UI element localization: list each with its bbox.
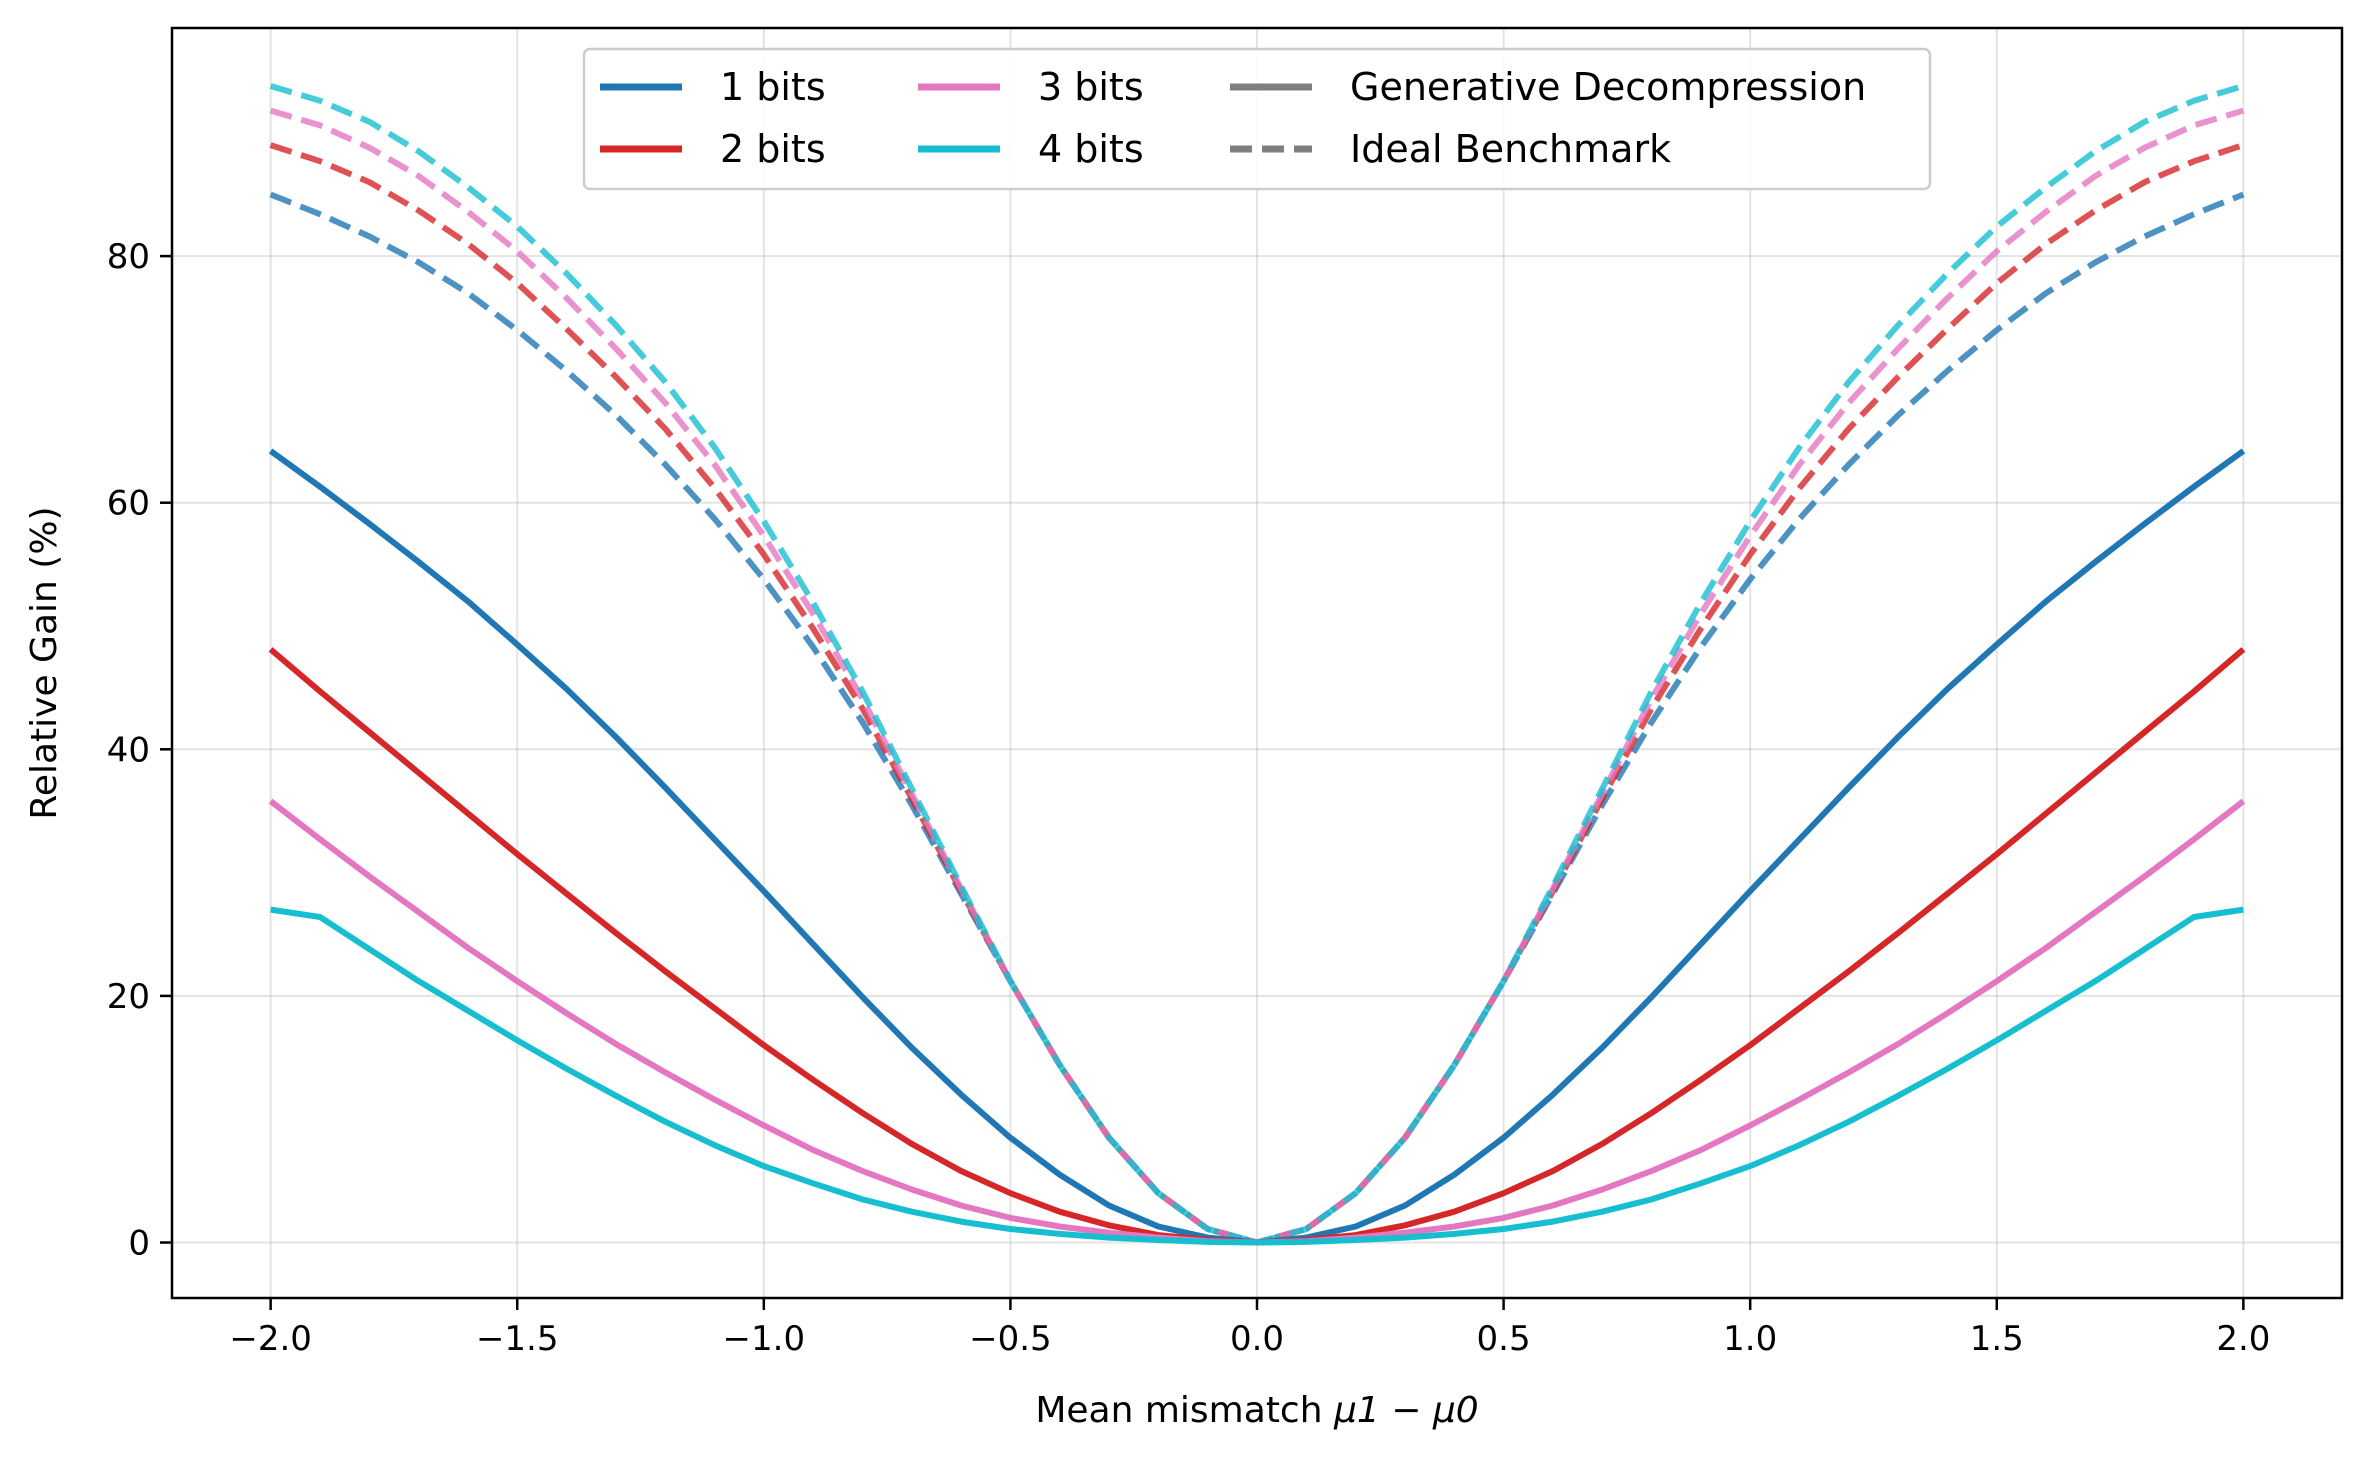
legend-label: 3 bits (1038, 65, 1144, 109)
x-tick-label: −1.5 (476, 1319, 559, 1359)
legend-label: Generative Decompression (1350, 65, 1866, 109)
y-tick-label: 20 (107, 977, 150, 1017)
x-axis-label: Mean mismatch μ1 − μ0 (1035, 1390, 1478, 1431)
x-tick-label: 0.0 (1230, 1319, 1284, 1359)
x-tick-label: 2.0 (2216, 1319, 2270, 1359)
x-tick-label: −0.5 (969, 1319, 1052, 1359)
x-tick-label: −1.0 (723, 1319, 806, 1359)
legend-label: 2 bits (720, 127, 826, 171)
plot-area (268, 83, 2246, 1246)
x-tick-label: −2.0 (229, 1319, 312, 1359)
y-tick-label: 80 (107, 237, 150, 277)
legend-label: 1 bits (720, 65, 826, 109)
series-line-4-bits-dashed (269, 83, 2245, 1246)
axis-ticks: −2.0 −1.5 −1.0 −0.5 0.0 0.5 1.0 1.5 2.0 0 20 40 60 80 (107, 237, 2271, 1359)
legend-label: Ideal Benchmark (1350, 127, 1671, 171)
y-axis-label: Relative Gain (%) (24, 506, 65, 819)
y-tick-label: 0 (128, 1224, 150, 1264)
x-tick-label: 0.5 (1477, 1319, 1531, 1359)
x-tick-label: 1.5 (1970, 1319, 2024, 1359)
legend: 1 bits 2 bits 3 bits 4 bits Generative Decom… (582, 47, 1932, 191)
y-tick-label: 60 (107, 484, 150, 524)
y-tick-label: 40 (107, 730, 150, 770)
series-line-4-bits-solid (270, 906, 2244, 1246)
legend-label: 4 bits (1038, 127, 1144, 171)
x-tick-label: 1.0 (1723, 1319, 1777, 1359)
